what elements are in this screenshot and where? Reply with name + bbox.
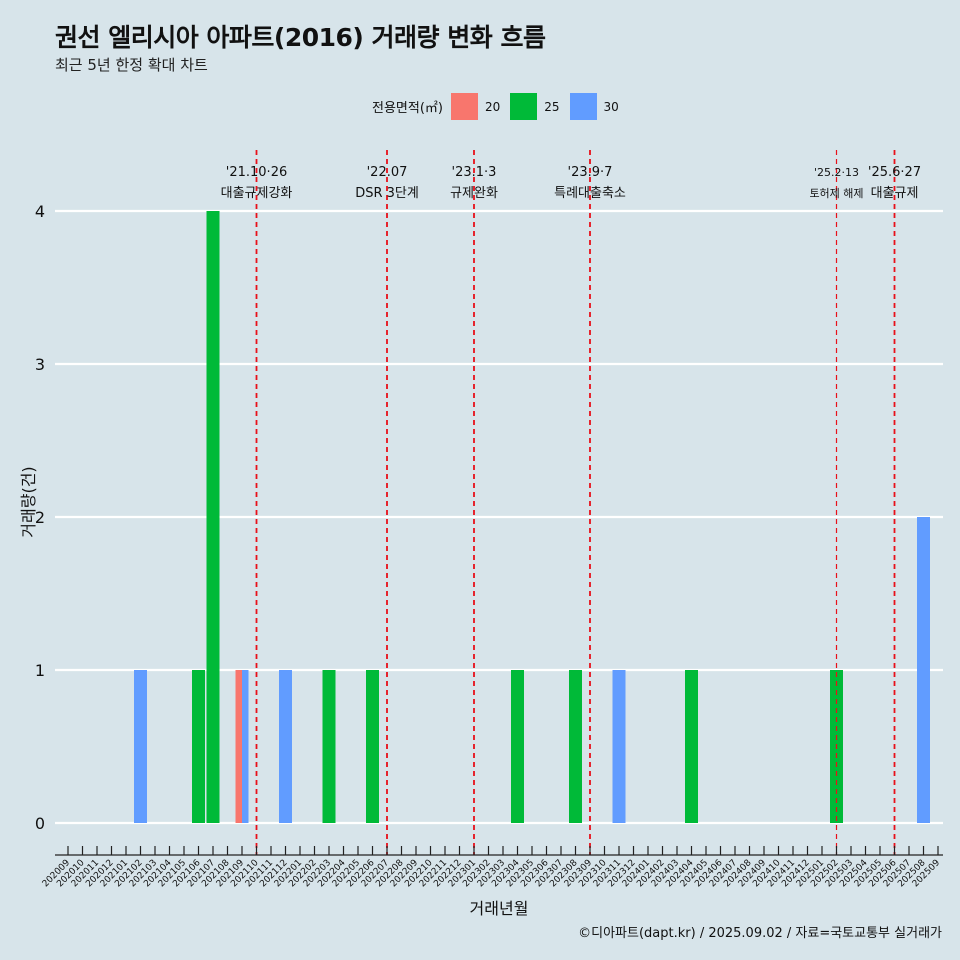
policy-label-202506: 대출규제 [871,186,919,201]
legend-swatch-30 [569,93,597,120]
y-tick-label: 4 [35,202,45,221]
policy-label-202301: 규제완화 [450,186,498,201]
policy-date-202506: '25.6·27 [868,165,921,180]
bar-30-202102 [134,670,147,823]
policy-date-202110: '21.10·26 [226,165,287,180]
y-tick-label: 2 [35,508,45,527]
y-axis-title: 거래량(건) [19,466,38,537]
policy-label-202110: 대출규제강화 [221,186,293,201]
bar-20-202109 [235,670,242,823]
legend-item-30: 30 [569,93,623,120]
bar-25-202107 [206,211,220,823]
chart-subtitle: 최근 5년 한정 확대 차트 [55,56,208,74]
policy-label-202502: 토허제 해제 [809,186,863,200]
legend-item-20: 20 [450,93,504,120]
policy-date-202309: '23.9·7 [568,165,613,180]
bar-25-202203 [322,670,336,823]
x-axis-title: 거래년월 [470,899,529,918]
legend-title: 전용면적(㎡) [372,101,443,116]
policy-label-202309: 특례대출축소 [554,186,626,201]
chart-title: 권선 엘리시아 아파트(2016) 거래량 변화 흐름 [55,23,546,52]
y-tick-label: 1 [35,661,45,680]
legend-label-30: 30 [603,99,619,114]
bar-25-202106 [192,670,205,823]
bar-30-202311 [612,670,626,823]
y-tick-label: 0 [35,814,45,833]
bar-30-202112 [279,670,292,823]
bar-25-202404 [685,670,698,823]
bar-25-202304 [511,670,524,823]
policy-date-202502: '25.2·13 [814,166,859,179]
bar-30-202508 [917,517,930,823]
bar-30-202109 [242,670,249,823]
bar-25-202308 [569,670,582,823]
legend-swatch-20 [450,93,478,120]
legend: 전용면적(㎡) 20 25 30 [372,93,629,120]
y-tick-label: 3 [35,355,45,374]
legend-label-20: 20 [484,99,501,114]
policy-date-202207: '22.07 [367,165,408,180]
policy-label-202207: DSR 3단계 [355,186,419,201]
source-caption: ©디아파트(dapt.kr) / 2025.09.02 / 자료=국토교통부 실… [578,926,942,941]
policy-date-202301: '23.1·3 [452,165,497,180]
legend-swatch-25 [510,93,538,120]
legend-label-25: 25 [544,99,560,114]
legend-item-25: 25 [510,93,563,120]
bar-25-202206 [366,670,379,823]
